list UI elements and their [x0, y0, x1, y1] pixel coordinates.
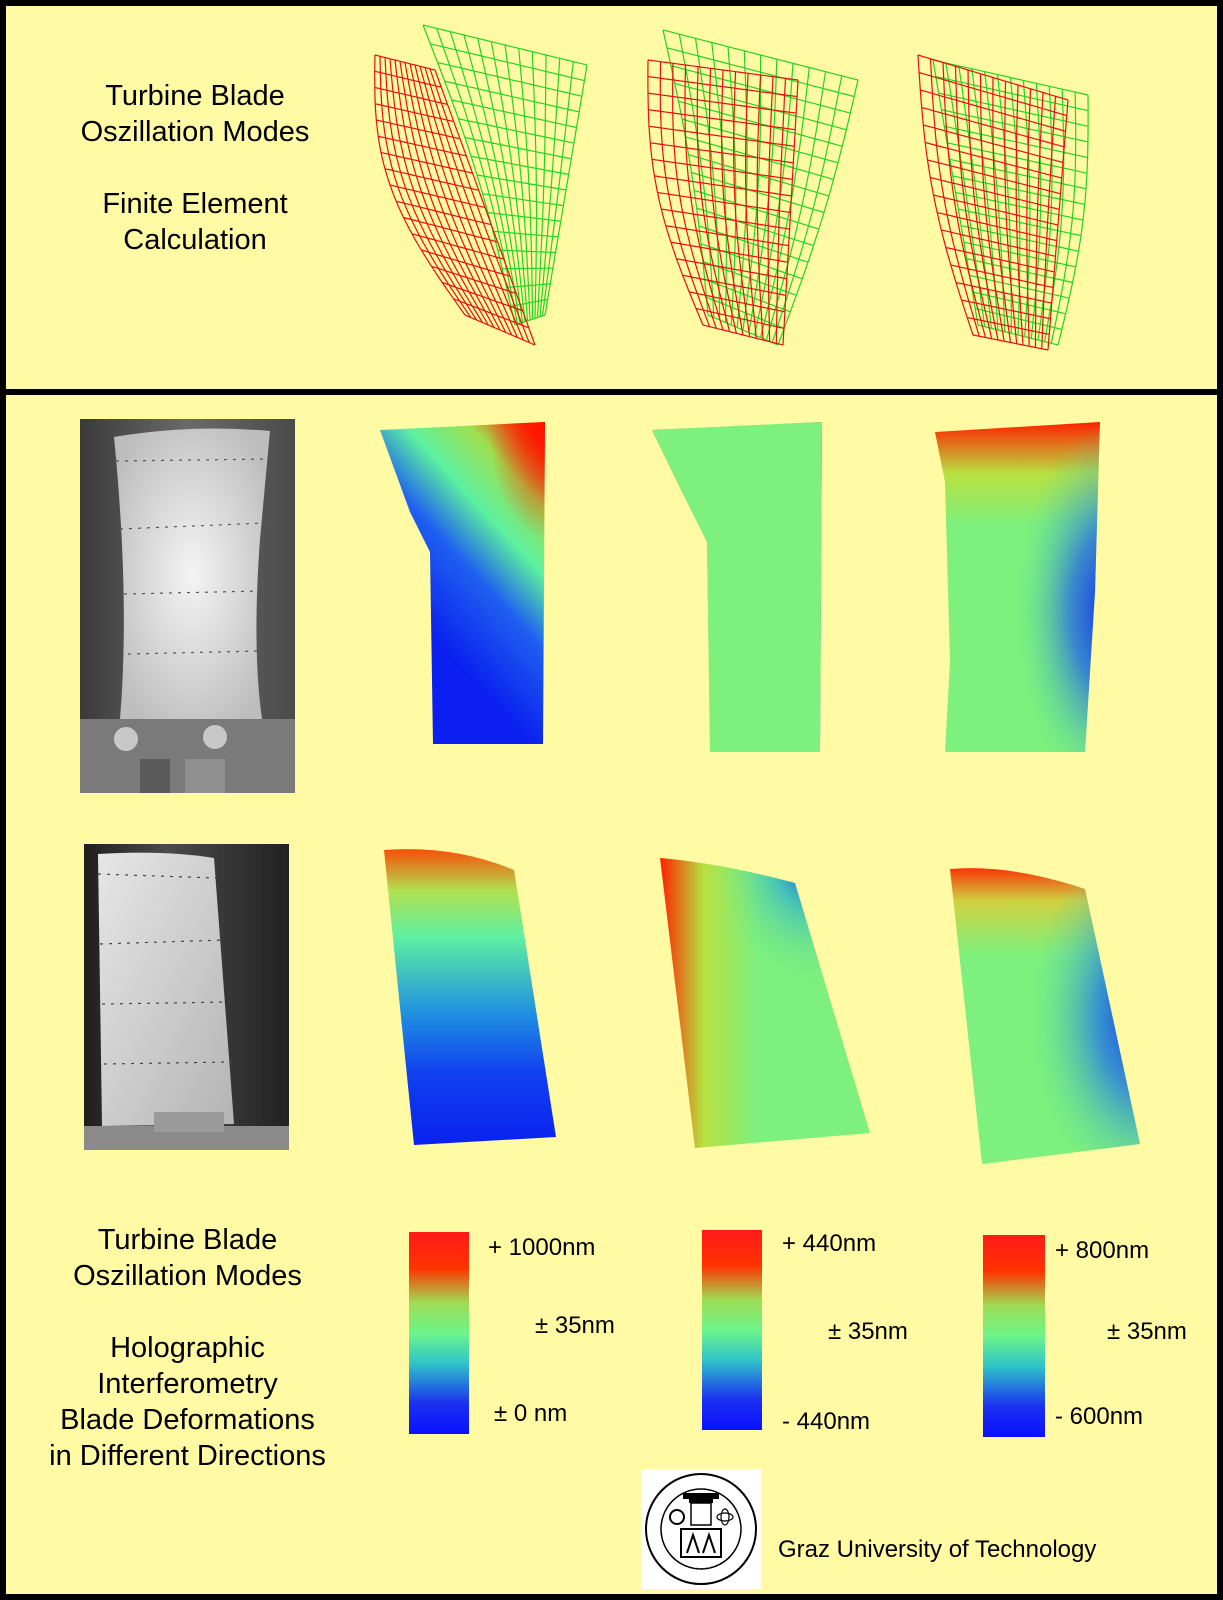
blade-photo-front	[80, 419, 295, 793]
fe-mode-2-mesh-icon	[647, 29, 859, 346]
fe-caption-line4: Calculation	[123, 224, 267, 256]
fe-caption-line2: Oszillation Modes	[80, 116, 310, 148]
deformation-map-2-front-icon	[652, 422, 822, 752]
holo-caption-line5: Blade Deformations	[60, 1404, 315, 1436]
deformation-map-2-side-icon	[660, 858, 870, 1148]
deformation-map-1-front-icon	[380, 422, 545, 744]
holo-caption-line6: in Different Directions	[49, 1440, 326, 1472]
scale-1-mid: ± 35nm	[535, 1312, 615, 1339]
holo-caption-line2: Oszillation Modes	[73, 1260, 302, 1292]
scale-2-bottom: - 440nm	[782, 1408, 871, 1435]
blade-photo-side	[84, 844, 289, 1150]
color-scale-bar-2	[702, 1230, 762, 1430]
color-scale-bar-3	[983, 1235, 1045, 1437]
holo-caption-line1: Turbine Blade	[97, 1224, 278, 1256]
fe-mode-1-mesh-icon	[374, 24, 588, 346]
scale-3-bottom: - 600nm	[1055, 1403, 1144, 1430]
scale-1-top: + 1000nm	[488, 1234, 596, 1261]
scale-3-top: + 800nm	[1055, 1237, 1150, 1264]
color-scale-bar-1	[409, 1232, 469, 1434]
fe-caption-line1: Turbine Blade	[105, 80, 285, 112]
deformation-map-3-front-icon	[935, 422, 1100, 752]
scale-2-mid: ± 35nm	[828, 1318, 908, 1345]
scale-2-top: + 440nm	[782, 1230, 877, 1257]
deformation-map-3-side-icon	[950, 868, 1140, 1165]
fe-mode-3-mesh-icon	[917, 54, 1089, 351]
deformation-map-1-side-icon	[384, 849, 556, 1146]
scale-3-mid: ± 35nm	[1107, 1318, 1187, 1345]
holo-caption-line3: Holographic	[110, 1332, 265, 1364]
scale-1-bottom: ± 0 nm	[494, 1400, 568, 1427]
university-seal-icon	[641, 1469, 761, 1589]
fe-caption: Turbine Blade Oszillation Modes Finite E…	[45, 78, 345, 258]
university-name: Graz University of Technology	[778, 1536, 1097, 1563]
fe-caption-line3: Finite Element	[102, 188, 288, 220]
holo-caption-line4: Interferometry	[97, 1368, 278, 1400]
holography-caption: Turbine Blade Oszillation Modes Holograp…	[20, 1222, 355, 1474]
